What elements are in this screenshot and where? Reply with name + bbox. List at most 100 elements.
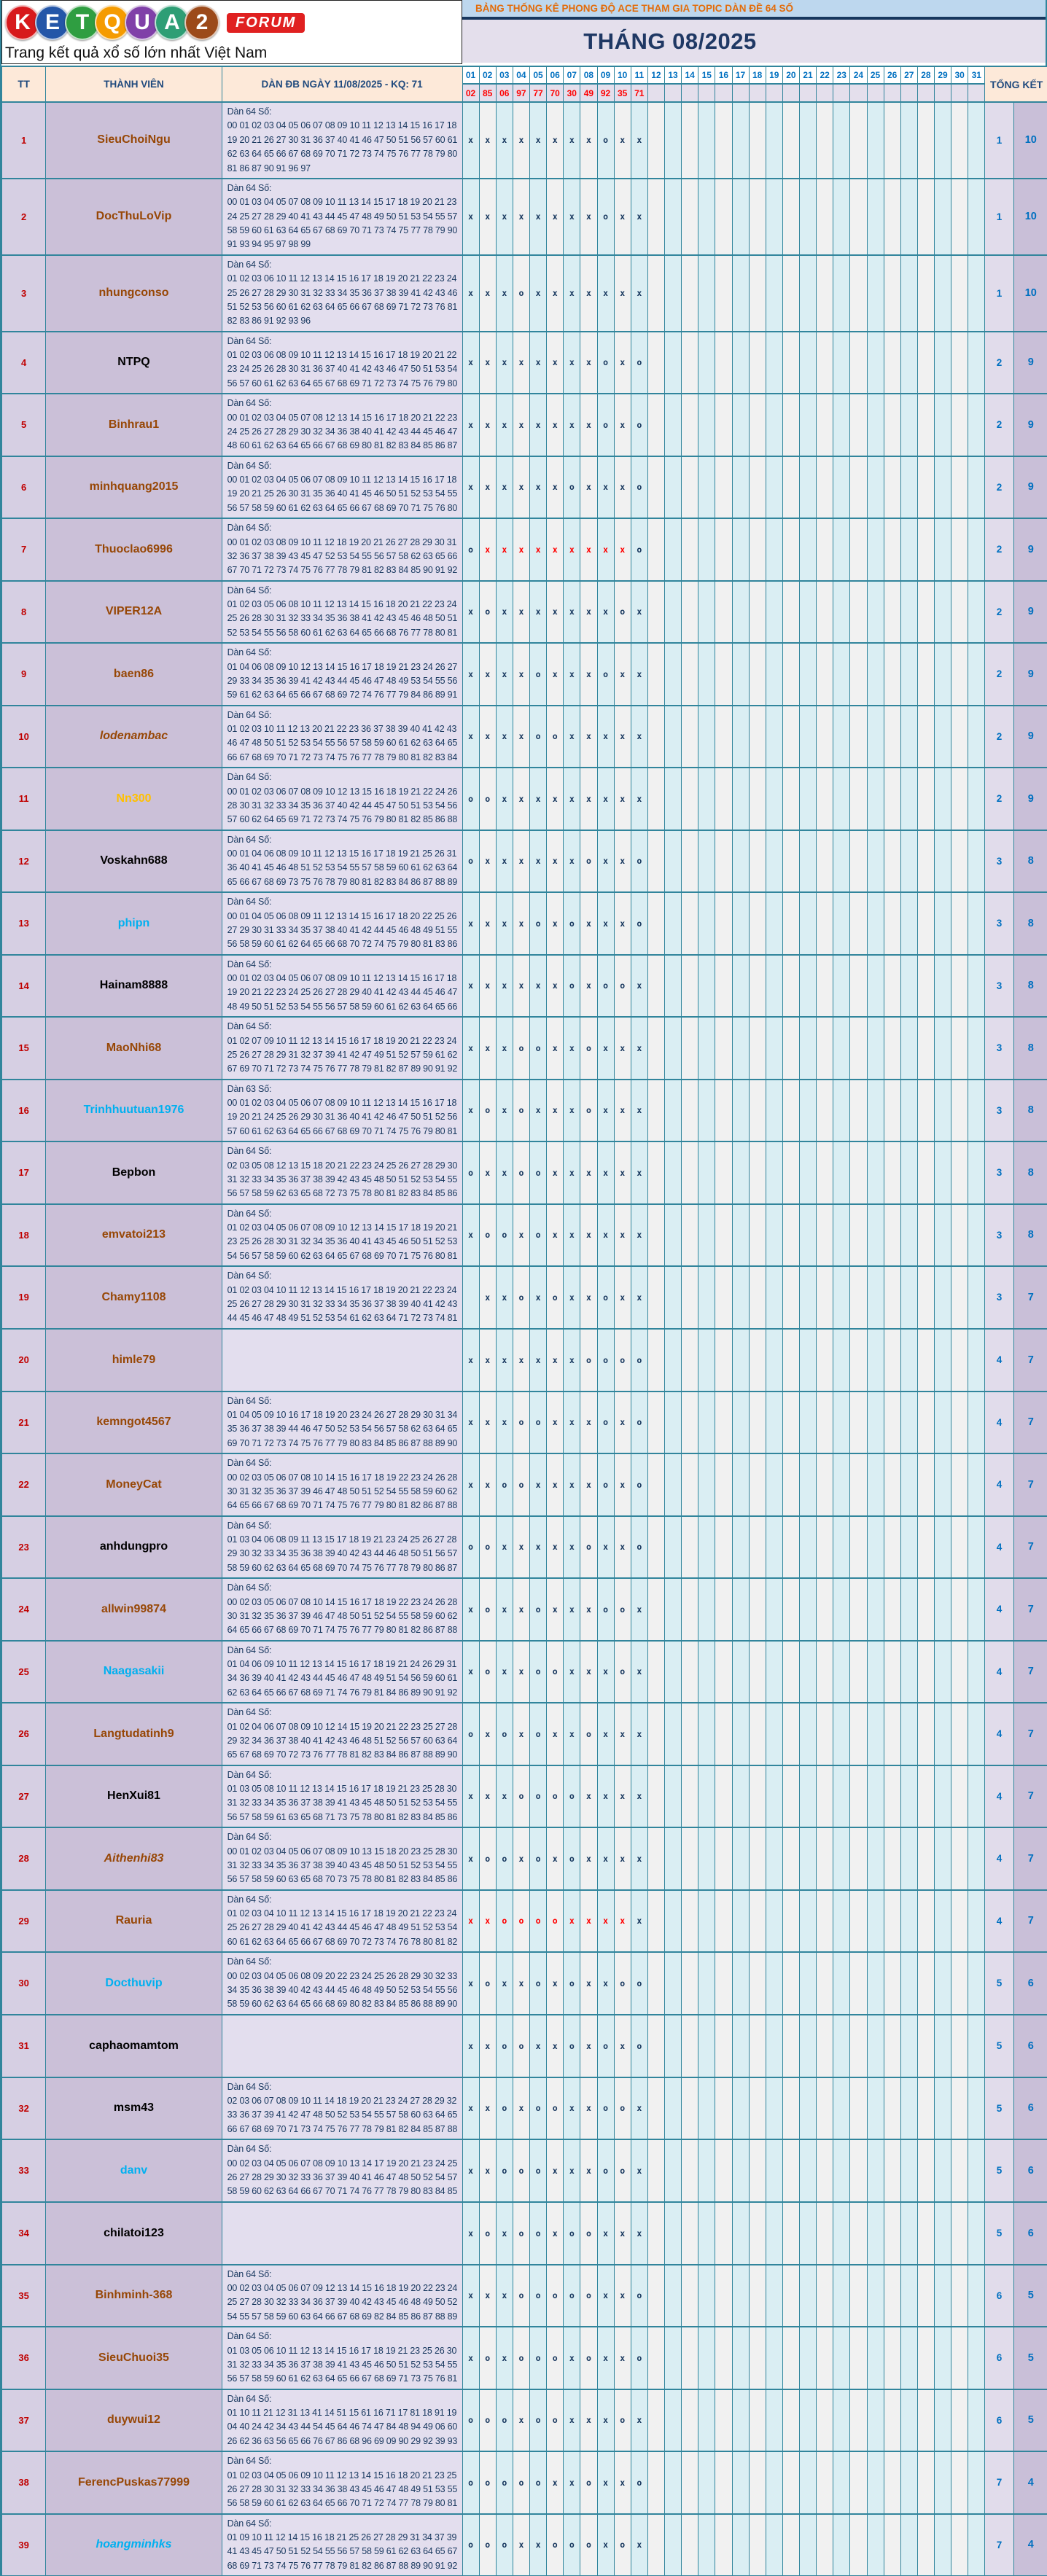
hit-mark: x: [547, 2015, 564, 2077]
dan-numbers: 01 02 03 04 10 11 12 13 14 15 16 17 18 1…: [227, 1285, 458, 1324]
empty-day-cell: [682, 102, 698, 179]
empty-day-cell: [968, 892, 985, 955]
member-name[interactable]: Docthuvip: [46, 1952, 222, 2015]
member-name[interactable]: msm43: [46, 2077, 222, 2140]
member-name[interactable]: anhdungpro: [46, 1516, 222, 1579]
member-name[interactable]: Langtudatinh9: [46, 1703, 222, 1765]
member-name[interactable]: Nn300: [46, 768, 222, 830]
member-name[interactable]: duywui12: [46, 2389, 222, 2452]
empty-day-cell: [935, 1952, 951, 2015]
empty-day-cell: [665, 955, 682, 1018]
dan-cell: Dàn 64 Số:01 02 03 04 10 11 12 13 14 15 …: [222, 1266, 462, 1329]
member-name[interactable]: chilatoi123: [46, 2202, 222, 2265]
member-name[interactable]: nhungconso: [46, 255, 222, 332]
total-miss-count: 4: [985, 1641, 1013, 1703]
empty-day-cell: [917, 2077, 934, 2140]
total-miss-count: 6: [985, 2265, 1013, 2327]
member-name[interactable]: Thuoclao6996: [46, 518, 222, 581]
empty-day-cell: [951, 179, 968, 255]
day-column-header: 30: [951, 66, 968, 84]
empty-day-cell: [968, 2451, 985, 2514]
member-name[interactable]: Binhminh-368: [46, 2265, 222, 2327]
empty-day-cell: [900, 179, 917, 255]
hit-mark: x: [496, 955, 513, 1018]
dan-numbers: 01 04 06 09 10 11 12 13 14 15 16 17 18 1…: [227, 1659, 458, 1698]
member-name[interactable]: phipn: [46, 892, 222, 955]
empty-day-cell: [782, 830, 799, 893]
member-name[interactable]: FerencPuskas77999: [46, 2451, 222, 2514]
hit-mark: x: [580, 768, 597, 830]
hit-mark: x: [530, 1266, 547, 1329]
empty-day-cell: [833, 2139, 850, 2202]
member-name[interactable]: MoneyCat: [46, 1453, 222, 1516]
row-number: 15: [2, 1017, 46, 1080]
member-name[interactable]: Hainam8888: [46, 955, 222, 1018]
empty-day-cell: [732, 179, 749, 255]
member-name[interactable]: VIPER12A: [46, 581, 222, 644]
empty-day-cell: [884, 1765, 900, 1828]
member-name[interactable]: caphaomamtom: [46, 2015, 222, 2077]
day-result-number: [749, 84, 766, 102]
dan-cell: Dàn 64 Số:00 02 03 04 05 06 07 08 09 10 …: [222, 2139, 462, 2202]
empty-day-cell: [665, 456, 682, 519]
member-name[interactable]: baen86: [46, 643, 222, 706]
empty-day-cell: [833, 1890, 850, 1953]
empty-day-cell: [647, 1392, 664, 1454]
member-name[interactable]: HenXui81: [46, 1765, 222, 1828]
member-name[interactable]: minhquang2015: [46, 456, 222, 519]
member-name[interactable]: Binhrau1: [46, 394, 222, 456]
dan-numbers: 01 02 03 04 10 11 12 13 14 15 16 17 18 1…: [227, 1908, 458, 1947]
dan-numbers: 01 09 10 11 12 14 15 16 18 21 25 26 27 2…: [227, 2532, 458, 2571]
member-name[interactable]: Chamy1108: [46, 1266, 222, 1329]
empty-day-cell: [665, 255, 682, 332]
empty-day-cell: [917, 1080, 934, 1142]
dan-cell: Dàn 64 Số:01 10 11 21 12 31 13 41 14 51 …: [222, 2389, 462, 2452]
member-name[interactable]: Voskahn688: [46, 830, 222, 893]
member-name[interactable]: Trinhhuutuan1976: [46, 1080, 222, 1142]
member-name[interactable]: DocThuLoVip: [46, 179, 222, 255]
member-name[interactable]: Rauria: [46, 1890, 222, 1953]
member-name[interactable]: SieuChoiNgu: [46, 102, 222, 179]
member-name[interactable]: SieuChuoi35: [46, 2327, 222, 2389]
day-result-number: 02: [462, 84, 479, 102]
member-name[interactable]: hoangminhks: [46, 2514, 222, 2576]
empty-day-cell: [766, 1392, 782, 1454]
miss-mark: o: [564, 1765, 580, 1828]
member-name[interactable]: danv: [46, 2139, 222, 2202]
empty-day-cell: [817, 1392, 833, 1454]
member-name[interactable]: kemngot4567: [46, 1392, 222, 1454]
member-name[interactable]: emvatoi213: [46, 1204, 222, 1267]
empty-day-cell: [647, 2202, 664, 2265]
hit-mark: x: [564, 1266, 580, 1329]
total-miss-count: 1: [985, 255, 1013, 332]
hit-mark: x: [496, 1329, 513, 1392]
hit-mark: x: [513, 643, 529, 706]
hit-mark: x: [580, 1952, 597, 2015]
hit-mark: x: [462, 643, 479, 706]
miss-mark: o: [597, 394, 614, 456]
member-name[interactable]: lodenambac: [46, 706, 222, 768]
row-number: 36: [2, 2327, 46, 2389]
empty-day-cell: [800, 456, 817, 519]
member-name[interactable]: MaoNhi68: [46, 1017, 222, 1080]
row-number: 25: [2, 1641, 46, 1703]
empty-day-cell: [968, 2139, 985, 2202]
member-name[interactable]: allwin99874: [46, 1578, 222, 1641]
member-name[interactable]: himle79: [46, 1329, 222, 1392]
empty-day-cell: [698, 394, 715, 456]
member-name[interactable]: Bepbon: [46, 1141, 222, 1204]
empty-day-cell: [682, 1080, 698, 1142]
total-miss-count: 2: [985, 456, 1013, 519]
hit-mark: x: [580, 255, 597, 332]
member-name[interactable]: Naagasakii: [46, 1641, 222, 1703]
dan-cell: Dàn 64 Số:00 01 02 03 06 07 08 09 10 12 …: [222, 768, 462, 830]
miss-mark: o: [462, 1516, 479, 1579]
member-name[interactable]: Aithenhi83: [46, 1827, 222, 1890]
empty-day-cell: [766, 179, 782, 255]
empty-day-cell: [884, 2015, 900, 2077]
day-column-header: 17: [732, 66, 749, 84]
member-name[interactable]: NTPQ: [46, 332, 222, 394]
empty-day-cell: [800, 2327, 817, 2389]
